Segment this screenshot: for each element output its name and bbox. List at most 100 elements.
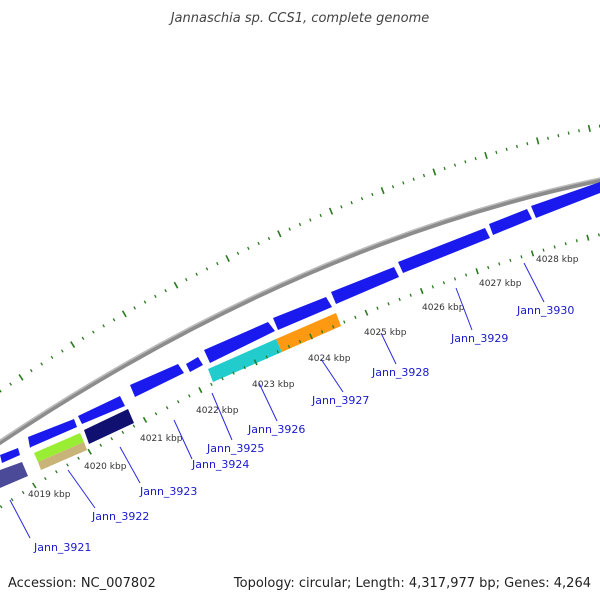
gene-bar-tan[interactable] [38, 442, 87, 470]
genome-backbone [0, 177, 600, 446]
gene-arrow-forward[interactable] [28, 419, 77, 448]
minor-tick [232, 371, 235, 375]
inner-tick-ring [0, 233, 600, 509]
gene-arrow-forward[interactable] [273, 297, 332, 330]
minor-tick [546, 136, 550, 140]
major-tick [536, 137, 540, 145]
gene-arrow-forward[interactable] [186, 357, 203, 372]
gene-label[interactable]: Jann_3929 [450, 332, 508, 345]
minor-tick [320, 329, 324, 334]
gene-arrow-reverse[interactable] [84, 409, 134, 444]
gene-bar-lime[interactable] [34, 433, 84, 462]
accession-text: Accession: NC_007802 [8, 576, 156, 591]
gene-label[interactable]: Jann_3926 [247, 423, 305, 436]
gene-label[interactable]: Jann_3923 [139, 485, 197, 498]
minor-tick [387, 302, 390, 306]
minor-tick [354, 315, 357, 319]
genome-backbone-highlight [0, 177, 600, 442]
minor-tick [247, 246, 250, 250]
minor-tick [422, 173, 426, 178]
minor-tick [154, 294, 157, 299]
gene-label[interactable]: Jann_3928 [371, 366, 429, 379]
minor-tick [133, 306, 136, 310]
major-tick [309, 333, 314, 340]
leader-line [320, 358, 344, 393]
minor-tick [505, 147, 508, 151]
gene-arrow-forward[interactable] [0, 448, 20, 463]
minor-tick [443, 166, 446, 171]
major-tick [364, 309, 369, 316]
minor-tick [464, 273, 468, 277]
major-tick [225, 254, 230, 262]
gene-arrow-reverse[interactable] [0, 462, 28, 488]
minor-tick [409, 293, 412, 297]
minor-tick [40, 362, 44, 366]
gene-arrow-forward[interactable] [331, 267, 399, 304]
topology-summary: Topology: circular; Length: 4,317,977 bp… [233, 576, 591, 591]
minor-tick [165, 406, 169, 410]
minor-tick [464, 160, 467, 164]
leader-line [211, 392, 233, 441]
major-tick [87, 448, 92, 455]
position-label: 4019 kbp [28, 490, 71, 500]
major-tick [70, 341, 76, 349]
minor-tick [398, 297, 401, 302]
gene-label[interactable]: Jann_3921 [33, 541, 91, 554]
minor-tick [487, 265, 490, 270]
minor-tick [542, 248, 545, 252]
leader-line [9, 499, 31, 539]
minor-tick [216, 262, 219, 266]
minor-tick [319, 213, 322, 218]
minor-tick [81, 336, 85, 340]
gene-arrow-forward[interactable] [204, 322, 275, 363]
gene-label[interactable]: Jann_3930 [516, 304, 574, 317]
gene-arrow-forward[interactable] [489, 209, 532, 235]
minor-tick [350, 201, 353, 205]
minor-tick [185, 278, 188, 282]
minor-tick [60, 349, 64, 353]
position-label: 4026 kbp [422, 303, 465, 313]
leader-line [380, 332, 397, 365]
minor-tick [402, 181, 405, 185]
minor-tick [66, 463, 69, 467]
gene-label[interactable]: Jann_3927 [311, 394, 369, 407]
gene-label[interactable]: Jann_3924 [191, 458, 249, 471]
minor-tick [298, 339, 302, 344]
minor-tick [376, 306, 379, 310]
major-tick [484, 151, 488, 160]
reverse-strand-genes [0, 313, 341, 488]
position-label: 4027 kbp [479, 279, 522, 289]
leader-line [455, 287, 473, 331]
gene-label[interactable]: Jann_3925 [206, 442, 264, 455]
gene-arrow-forward[interactable] [531, 182, 600, 218]
minor-tick [340, 205, 343, 209]
gene-arrow-forward[interactable] [130, 364, 184, 397]
gene-bar-orange[interactable] [276, 313, 341, 352]
leader-line [523, 262, 545, 303]
major-tick [277, 230, 282, 238]
minor-tick [567, 131, 570, 135]
position-label: 4020 kbp [84, 462, 127, 472]
minor-tick [431, 285, 435, 289]
major-tick [328, 207, 334, 215]
major-tick [198, 387, 203, 394]
gene-labels: Jann_3921 Jann_3922 Jann_3923 Jann_3924 … [33, 304, 574, 554]
major-tick [586, 234, 590, 241]
minor-tick [391, 185, 395, 189]
minor-tick [44, 476, 47, 481]
minor-tick [298, 222, 302, 227]
gene-arrow-forward[interactable] [398, 228, 490, 273]
gene-bar-cyan[interactable] [208, 339, 282, 382]
minor-tick [164, 289, 167, 293]
gene-arrow-forward[interactable] [78, 396, 125, 424]
gene-label[interactable]: Jann_3922 [91, 510, 149, 523]
minor-tick [412, 177, 415, 181]
major-tick [419, 287, 424, 295]
minor-tick [99, 443, 103, 447]
minor-tick [55, 470, 58, 474]
major-tick [380, 187, 385, 195]
minor-tick [29, 369, 33, 373]
minor-tick [509, 258, 512, 262]
minor-tick [288, 227, 291, 231]
